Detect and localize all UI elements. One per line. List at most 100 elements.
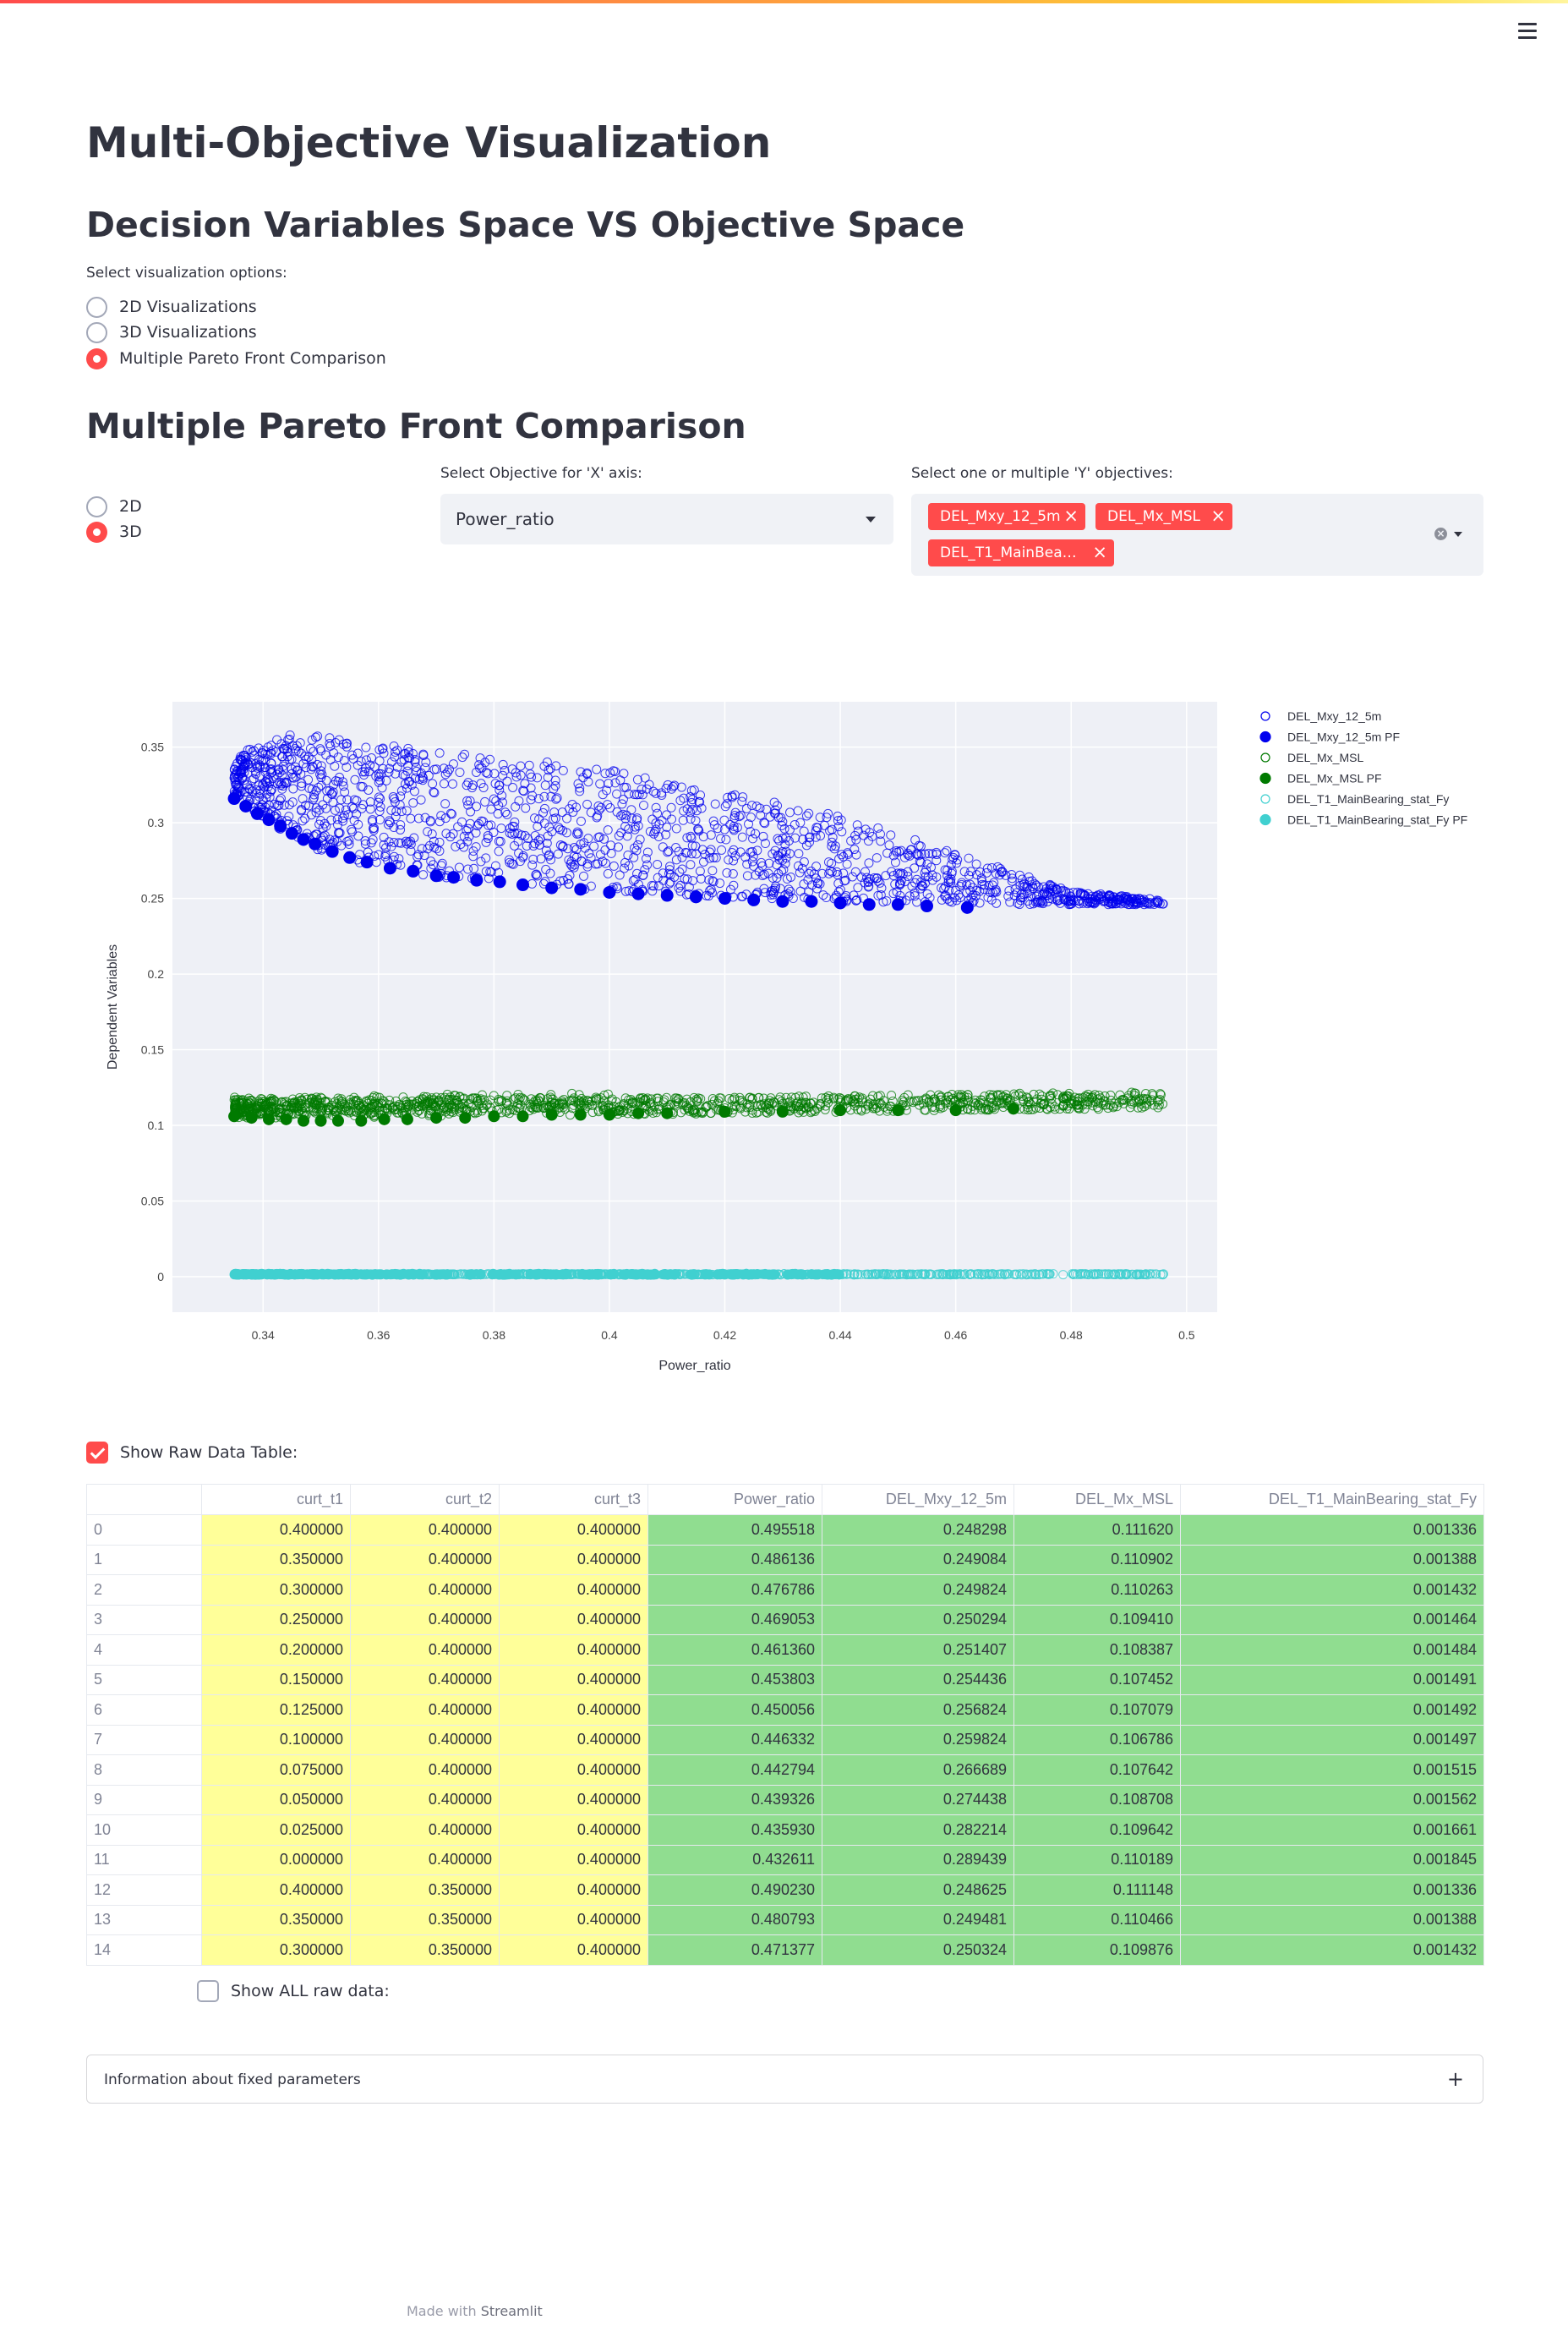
show-all-raw-checkbox[interactable]: Show ALL raw data:	[197, 1978, 390, 2004]
close-icon[interactable]: ×	[1210, 506, 1226, 526]
table-row[interactable]: 3 0.250000 0.400000 0.400000 0.469053 0.25029…	[86, 1604, 1484, 1635]
chip-del-t1-mainbearing[interactable]: DEL_T1_MainBeari... ×	[928, 539, 1114, 566]
table-row[interactable]: 7 0.100000 0.400000 0.400000 0.446332 0.25982…	[86, 1724, 1484, 1755]
table-row[interactable]: 2 0.300000 0.400000 0.400000 0.476786 0.24982…	[86, 1574, 1484, 1606]
data-point	[753, 1107, 763, 1117]
close-icon[interactable]: ×	[1063, 506, 1079, 526]
data-point	[715, 878, 725, 889]
data-point	[1148, 1091, 1158, 1101]
data-point	[465, 1094, 475, 1104]
radio-circle-selected[interactable]	[86, 347, 107, 369]
data-point	[234, 783, 244, 793]
table-row[interactable]: 12 0.400000 0.350000 0.400000 0.490230 0.2486…	[86, 1874, 1484, 1906]
column-header[interactable]: curt_t1	[201, 1484, 351, 1515]
column-header[interactable]: DEL_Mx_MSL	[1013, 1484, 1181, 1515]
data-point	[381, 775, 391, 785]
table-row[interactable]: 11 0.000000 0.400000 0.400000 0.432611 0.2894…	[86, 1844, 1484, 1875]
data-point	[774, 855, 784, 865]
close-icon[interactable]: ×	[1092, 542, 1107, 562]
data-point	[483, 830, 493, 840]
data-point	[966, 1269, 976, 1279]
data-point	[1155, 899, 1165, 909]
checkbox-unchecked-icon[interactable]	[197, 1980, 219, 2002]
column-header[interactable]: DEL_T1_MainBearing_stat_Fy	[1180, 1484, 1484, 1515]
data-point	[459, 831, 469, 841]
data-point	[599, 1090, 609, 1100]
data-point	[267, 1105, 277, 1115]
table-row[interactable]: 8 0.075000 0.400000 0.400000 0.442794 0.26668…	[86, 1754, 1484, 1786]
data-point	[459, 1112, 472, 1124]
column-header[interactable]	[86, 1484, 202, 1515]
table-row[interactable]: 5 0.150000 0.400000 0.400000 0.453803 0.25443…	[86, 1664, 1484, 1695]
column-header[interactable]: curt_t3	[499, 1484, 648, 1515]
radio-circle[interactable]	[86, 296, 107, 318]
table-cell: 0.300000	[201, 1574, 351, 1606]
data-point	[323, 1108, 333, 1119]
clear-all-icon[interactable]: ×	[1434, 528, 1447, 540]
table-cell: 0.480793	[647, 1904, 822, 1935]
table-row[interactable]: 4 0.200000 0.400000 0.400000 0.461360 0.25140…	[86, 1634, 1484, 1666]
data-point	[839, 876, 850, 886]
plus-icon[interactable]: +	[1446, 2067, 1464, 2091]
chip-del-mxy[interactable]: DEL_Mxy_12_5m ×	[928, 503, 1085, 530]
column-header[interactable]: DEL_Mxy_12_5m	[822, 1484, 1014, 1515]
radio-2d-visualizations[interactable]: 2D Visualizations	[86, 294, 257, 320]
radio-3d[interactable]: 3D	[86, 519, 142, 544]
radio-circle-selected[interactable]	[86, 521, 107, 543]
footer-prefix: Made with	[407, 2303, 477, 2319]
data-point	[776, 813, 786, 823]
radio-circle[interactable]	[86, 495, 107, 517]
data-point	[949, 1104, 962, 1117]
table-row[interactable]: 0 0.400000 0.400000 0.400000 0.495518 0.24829…	[86, 1514, 1484, 1546]
chevron-down-icon[interactable]	[866, 517, 876, 523]
data-point	[298, 758, 309, 769]
raw-data-table[interactable]: curt_t1 curt_t2 curt_t3 Power_ratio DEL_Mxy_…	[86, 1484, 1484, 1966]
table-cell: 0.400000	[499, 1754, 648, 1786]
chart-legend[interactable]: DEL_Mxy_12_5m DEL_Mxy_12_5m PF DEL_Mx_MSL D…	[1259, 709, 1467, 827]
data-point	[711, 852, 721, 862]
table-row[interactable]: 9 0.050000 0.400000 0.400000 0.439326 0.27443…	[86, 1784, 1484, 1815]
table-cell: 0.400000	[201, 1514, 351, 1546]
hamburger-icon[interactable]	[1515, 19, 1540, 42]
data-point	[975, 1095, 986, 1105]
radio-multiple-pareto[interactable]: Multiple Pareto Front Comparison	[86, 346, 386, 371]
data-point	[968, 889, 978, 900]
data-point	[623, 1108, 633, 1119]
checkbox-checked-icon[interactable]	[86, 1442, 108, 1464]
streamlit-link[interactable]: Streamlit	[480, 2303, 543, 2319]
chip-del-mx-msl[interactable]: DEL_Mx_MSL ×	[1095, 503, 1232, 530]
data-point	[895, 878, 905, 889]
data-point	[811, 832, 821, 842]
radio-circle[interactable]	[86, 321, 107, 343]
column-header[interactable]: Power_ratio	[647, 1484, 822, 1515]
table-row[interactable]: 1 0.350000 0.400000 0.400000 0.486136 0.24908…	[86, 1544, 1484, 1575]
data-point	[502, 809, 512, 819]
data-point	[571, 852, 582, 862]
radio-label: 3D Visualizations	[119, 323, 257, 342]
x-axis-select[interactable]: Power_ratio	[440, 494, 893, 544]
fixed-parameters-expander[interactable]: Information about fixed parameters +	[86, 2055, 1483, 2104]
data-point	[349, 815, 359, 825]
data-point	[871, 1270, 882, 1280]
data-point	[887, 1091, 897, 1101]
table-row[interactable]: 6 0.125000 0.400000 0.400000 0.450056 0.25682…	[86, 1694, 1484, 1726]
data-point	[1083, 889, 1093, 899]
data-point	[764, 858, 774, 868]
table-row[interactable]: 13 0.350000 0.350000 0.400000 0.480793 0.2494…	[86, 1904, 1484, 1935]
pareto-scatter-chart[interactable]: 0.34 0.36 0.38 0.4 0.42 0.44 0.46 0.48 0.5 0 0.05 0…	[86, 659, 1483, 1387]
chevron-down-icon[interactable]	[1454, 532, 1462, 537]
data-point	[298, 1114, 310, 1127]
data-point	[969, 1097, 979, 1108]
table-row[interactable]: 10 0.025000 0.400000 0.400000 0.435930 0.2822…	[86, 1814, 1484, 1846]
viz-options-label: Select visualization options:	[86, 265, 287, 282]
data-point	[902, 1270, 912, 1280]
data-point	[398, 1268, 409, 1279]
show-raw-table-checkbox[interactable]: Show Raw Data Table:	[86, 1440, 298, 1465]
table-row[interactable]: 14 0.300000 0.350000 0.400000 0.471377 0.2503…	[86, 1934, 1484, 1966]
radio-3d-visualizations[interactable]: 3D Visualizations	[86, 320, 257, 345]
radio-2d[interactable]: 2D	[86, 494, 142, 519]
column-header[interactable]: curt_t2	[350, 1484, 500, 1515]
data-point	[781, 853, 791, 863]
data-point	[1063, 896, 1074, 906]
data-point	[546, 791, 556, 802]
